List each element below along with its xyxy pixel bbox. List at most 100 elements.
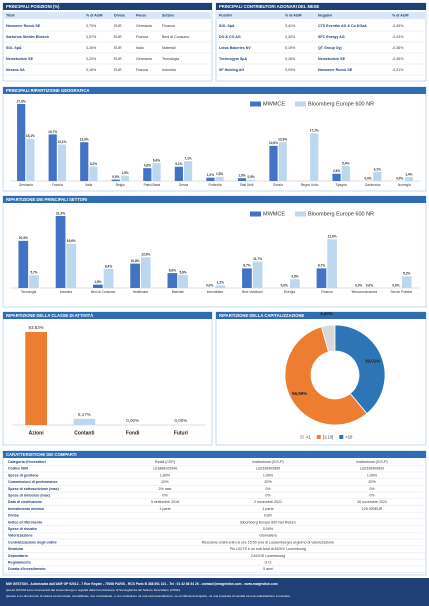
bar [143,168,152,181]
bar [252,261,263,288]
bar [332,173,341,181]
cell: 0% [369,493,375,497]
value-label: 8,7% [243,264,250,268]
table-header: Settore [162,14,174,18]
bar [237,178,247,181]
section-title: PRINCIPALI CONTRIBUTORI AZIONARI DEL MES… [219,4,320,9]
bar [57,144,67,181]
table-cell: EUR [114,24,122,28]
bar [130,263,140,288]
row-label: Centralizzazione degli ordini [8,540,57,544]
value-label: 13,9% [278,138,287,142]
legend-label: Bloomberg Europe 600 NR [308,101,374,107]
row-label: Codice ISIN [8,467,28,471]
x-tick-label: Finanza [321,290,333,294]
value-label: 13,6% [141,253,150,257]
cell: 1 parte [262,507,273,511]
bar [215,285,226,288]
x-tick-label: Materiali [172,290,184,294]
legend-swatch [339,435,344,439]
x-tick-label: Immobiliare [207,290,224,294]
x-tick-label: Telecomunicazioni [351,290,377,294]
cell: 5 settembre 2018 [151,500,179,504]
row-label: Struttura [8,547,24,551]
table-header: Divisa [114,14,126,18]
cell: 1,00% [367,473,378,477]
x-tick-label: Servizi Pubblici [391,290,413,294]
value-label: 5,2% [90,162,97,166]
legend-label: [1;10] [323,434,333,439]
table-cell: 3,57% [86,35,97,39]
table-cell: Industria [162,68,176,72]
x-tick-label: Danimarca [365,183,381,187]
value-label: 0,00% [126,418,139,423]
value-label: 12,6% [269,141,278,145]
value-label: 8,4% [105,264,112,268]
cell: G+2 [265,560,272,564]
value-label: 0,5% [248,175,255,179]
value-label: 21,6% [328,235,337,239]
value-label: 1,5% [216,172,223,176]
table-cell: 3,16% [86,68,97,72]
bar [327,239,338,288]
x-tick-label: Energia [284,290,295,294]
bar [66,243,77,288]
table-cell: Beni di Consumo [162,35,189,39]
cell: 0% [369,487,375,491]
bar [48,134,57,181]
cell: 20% [161,480,169,484]
table-cell: CTS Eventim AG & Co KGaA [318,24,367,28]
bar [316,268,327,288]
value-label: 0,0% [355,283,362,287]
cell: 0% [265,493,271,497]
bar [174,166,183,181]
legend-swatch [316,435,321,439]
table-cell: 3,26% [86,46,97,50]
row-label: Categoria d'investitori [8,460,46,464]
value-label: 15,1% [26,134,35,138]
value-label: 4,6% [144,164,151,168]
legend-label: MWMCE [263,211,285,217]
cell: CACEIS Luxembourg [251,554,285,558]
table-cell: 0,09% [285,68,296,72]
section-header [3,3,212,10]
table-cell: Francia [136,35,148,39]
table-head-bg [217,12,425,19]
cell: 20% [368,480,376,484]
table-cell: SOL SpA [219,24,235,28]
table-cell: 0,19% [285,46,296,50]
x-tick-label: Finlandia [209,183,222,187]
bar [80,142,89,181]
legend-swatch [295,101,306,107]
legend-label: <1 [306,434,311,439]
value-label: 56,59% [292,391,307,396]
x-tick-label: Regno Unito [301,183,319,187]
bar [269,145,278,181]
bar [404,177,413,181]
table-cell: DO & CO AG [219,35,241,39]
cell: Retail (CEP) [155,460,175,464]
section-title: CARATTERISTICHE DEI COMPARTI [6,452,77,457]
legend-swatch [300,435,304,439]
value-label: 0,0% [392,283,399,287]
row-label: Data di costituzione [8,500,42,504]
x-tick-label: Fondi [126,430,140,436]
x-tick-label: Spagna [336,183,347,187]
legend-label: MWMCE [263,101,285,107]
row-label: Spese di rimborso (max) [8,493,51,497]
x-tick-label: Azioni [29,430,45,436]
value-label: 1,9% [121,171,128,175]
x-tick-label: Industria [60,290,72,294]
footer-line: MW GESTION - Autorizzata dall'AMF GP 920… [6,582,278,586]
x-tick-label: Francia [52,183,63,187]
table-cell: Materiali [162,46,176,50]
cell: 0% [265,487,271,491]
table-cell: EUR [114,35,122,39]
cell: Ricezione ordini entro le ore 15:00 (ora… [202,540,334,544]
table-header: Paese [136,14,146,18]
bar [183,161,193,181]
bar [247,179,256,181]
bar [167,273,178,288]
footer-bg [0,578,429,606]
table-cell: SF Holding AG [219,68,244,72]
